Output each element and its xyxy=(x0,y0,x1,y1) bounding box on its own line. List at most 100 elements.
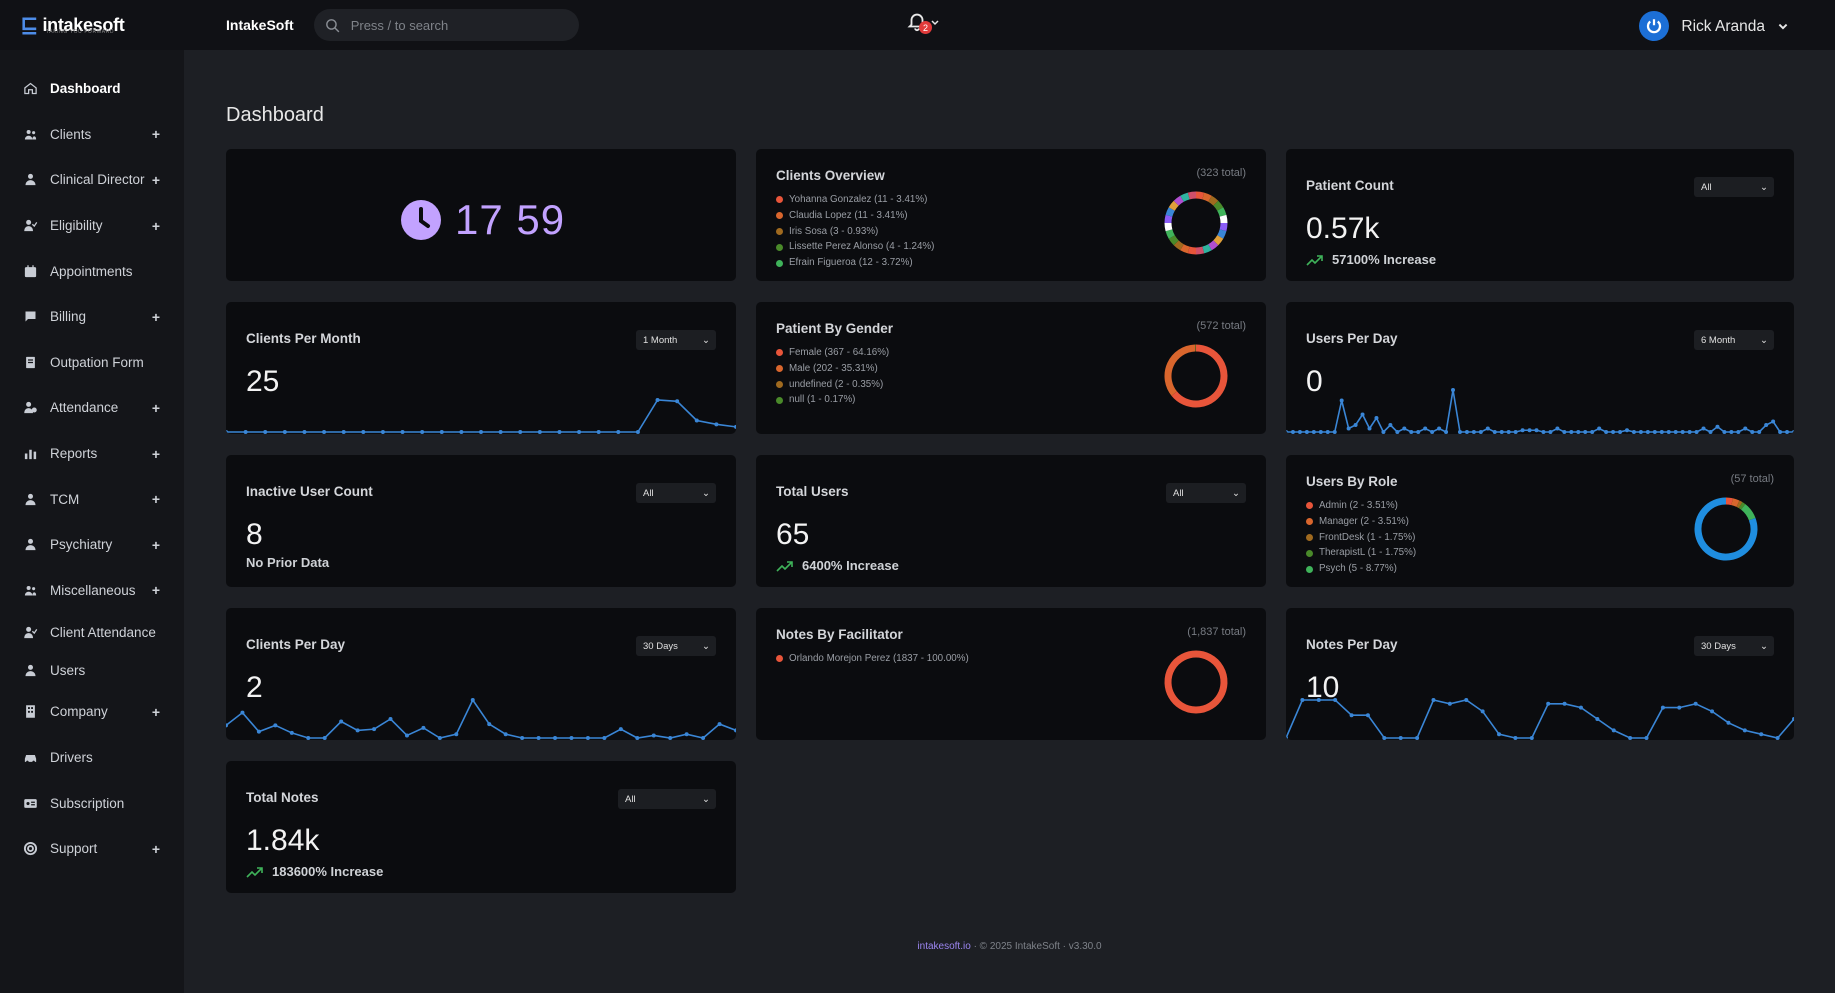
legend-label: Male (202 - 35.31%) xyxy=(789,362,878,374)
logo-tagline: TAKING YOU FORWARD xyxy=(46,29,115,35)
expand-plus-icon: + xyxy=(151,126,160,143)
inactive-user-filter[interactable]: All ⌄ xyxy=(636,483,716,503)
sidebar-item-reports[interactable]: Reports + xyxy=(0,431,184,477)
sparkline-point xyxy=(282,430,287,434)
sidebar-item-miscellaneous[interactable]: Miscellaneous + xyxy=(0,568,184,614)
sparkline-point xyxy=(1286,430,1288,434)
clients-per-day-sparkline xyxy=(226,698,736,740)
sidebar-item-appointments[interactable]: Appointments xyxy=(0,248,184,294)
donut-segment xyxy=(1164,222,1173,232)
power-icon xyxy=(1647,19,1662,34)
sidebar-item-label: Outpation Form xyxy=(50,354,144,370)
sidebar-item-outpation-form[interactable]: Outpation Form xyxy=(0,340,184,386)
filter-value: 30 Days xyxy=(1701,640,1736,652)
total-notes-filter[interactable]: All ⌄ xyxy=(618,789,716,809)
sparkline-point xyxy=(1546,701,1551,706)
legend-dot xyxy=(1306,565,1313,573)
sparkline-point xyxy=(1451,388,1456,392)
sparkline-point xyxy=(1687,430,1692,434)
clients-overview-donut xyxy=(1164,191,1228,255)
total-users-filter[interactable]: All ⌄ xyxy=(1166,483,1246,503)
sparkline-point xyxy=(1583,430,1588,434)
sidebar-item-label: Clients xyxy=(50,126,92,142)
patient-by-gender-card: Patient By Gender (572 total) Female (36… xyxy=(756,302,1266,434)
footer-link[interactable]: intakesoft.io xyxy=(917,941,971,952)
filter-value: All xyxy=(625,793,636,805)
sidebar-item-eligibility[interactable]: Eligibility + xyxy=(0,203,184,249)
avatar xyxy=(1639,11,1670,41)
expand-plus-icon: + xyxy=(151,536,160,553)
notification-bell[interactable]: 2 xyxy=(906,9,940,34)
card-title: Patient By Gender xyxy=(776,321,894,336)
logo[interactable]: ⊑ intakesoft TAKING YOU FORWARD xyxy=(0,0,184,50)
users-per-day-filter[interactable]: 6 Month ⌄ xyxy=(1694,330,1774,350)
users-by-role-donut xyxy=(1694,497,1758,561)
sparkline-point xyxy=(694,418,699,423)
user-icon xyxy=(22,171,39,188)
donut-segment xyxy=(1187,246,1197,255)
chevron-down-icon: ⌄ xyxy=(1232,487,1240,499)
sparkline-point xyxy=(1757,430,1762,434)
donut-segment xyxy=(1217,229,1227,239)
total-users-card: Total Users All ⌄ 65 6400% Increase xyxy=(756,455,1266,587)
sparkline-point xyxy=(1353,423,1358,427)
patient-count-filter[interactable]: All ⌄ xyxy=(1694,177,1774,197)
legend-item: Psych (5 - 8.77%) xyxy=(1306,561,1416,577)
sparkline-point xyxy=(1513,430,1518,434)
inactive-user-count-card: Inactive User Count All ⌄ 8 No Prior Data xyxy=(226,455,736,587)
sparkline-point xyxy=(1750,430,1755,434)
expand-plus-icon: + xyxy=(151,445,160,462)
clients-per-month-filter[interactable]: 1 Month ⌄ xyxy=(636,330,716,350)
sparkline-point xyxy=(1701,426,1706,431)
legend: Yohanna Gonzalez (11 - 3.41%) Claudia Lop… xyxy=(776,192,934,271)
sidebar-item-tcm[interactable]: TCM + xyxy=(0,476,184,522)
sparkline-point xyxy=(1673,430,1678,434)
legend-dot xyxy=(776,259,783,267)
sidebar-item-psychiatry[interactable]: Psychiatry + xyxy=(0,522,184,568)
search-input[interactable] xyxy=(350,17,551,33)
sidebar-item-clients[interactable]: Clients + xyxy=(0,112,184,158)
filter-value: 30 Days xyxy=(643,640,678,652)
user-icon xyxy=(22,536,39,553)
chevron-down-icon: ⌄ xyxy=(702,487,710,499)
sparkline-point xyxy=(602,736,607,740)
sidebar-item-company[interactable]: Company + xyxy=(0,689,184,735)
legend-item: TherapistL (1 - 1.75%) xyxy=(1306,545,1416,561)
sparkline-point xyxy=(1447,701,1452,706)
sidebar-item-subscription[interactable]: Subscription xyxy=(0,780,184,826)
search-box[interactable] xyxy=(313,9,579,41)
legend: Female (367 - 64.16%) Male (202 - 35.31%)… xyxy=(776,345,889,408)
expand-plus-icon: + xyxy=(151,217,160,234)
user-check-icon xyxy=(22,624,39,641)
legend-label: Yohanna Gonzalez (11 - 3.41%) xyxy=(789,194,928,205)
notes-per-day-sparkline xyxy=(1286,698,1794,740)
sidebar-item-dashboard[interactable]: Dashboard xyxy=(0,66,184,112)
sparkline-point xyxy=(1680,430,1685,434)
clients-per-day-filter[interactable]: 30 Days ⌄ xyxy=(636,636,716,656)
note-text: No Prior Data xyxy=(246,555,330,570)
building-icon xyxy=(22,703,39,720)
legend-item: Lissette Perez Alonso (4 - 1.24%) xyxy=(776,239,934,255)
legend-item: Yohanna Gonzalez (11 - 3.41%) xyxy=(776,192,934,208)
sparkline-point xyxy=(1437,426,1442,431)
sparkline-point xyxy=(1286,736,1288,740)
legend-item: Male (202 - 35.31%) xyxy=(776,361,889,377)
legend-dot xyxy=(776,396,783,404)
legend-dot xyxy=(776,655,783,663)
sidebar-item-clinical-director[interactable]: Clinical Director + xyxy=(0,157,184,203)
sparkline-point xyxy=(618,727,623,732)
sidebar-item-client-attendance[interactable]: Client Attendance xyxy=(0,613,184,651)
user-menu[interactable]: Rick Aranda xyxy=(1639,11,1789,41)
sparkline-point xyxy=(243,430,248,434)
legend-label: Psych (5 - 8.77%) xyxy=(1319,563,1397,575)
chevron-down-icon: ⌄ xyxy=(1760,640,1768,652)
sidebar-item-billing[interactable]: Billing + xyxy=(0,294,184,340)
sidebar-item-support[interactable]: Support + xyxy=(0,826,184,872)
sparkline-point xyxy=(302,430,307,434)
notes-per-day-filter[interactable]: 30 Days ⌄ xyxy=(1694,636,1774,656)
sidebar-item-users[interactable]: Users xyxy=(0,651,184,689)
sidebar-item-drivers[interactable]: Drivers xyxy=(0,735,184,781)
sidebar-item-attendance[interactable]: Attendance + xyxy=(0,385,184,431)
sparkline-point xyxy=(1300,698,1305,702)
total-notes-card: Total Notes All ⌄ 1.84k 183600% Increase xyxy=(226,761,736,893)
